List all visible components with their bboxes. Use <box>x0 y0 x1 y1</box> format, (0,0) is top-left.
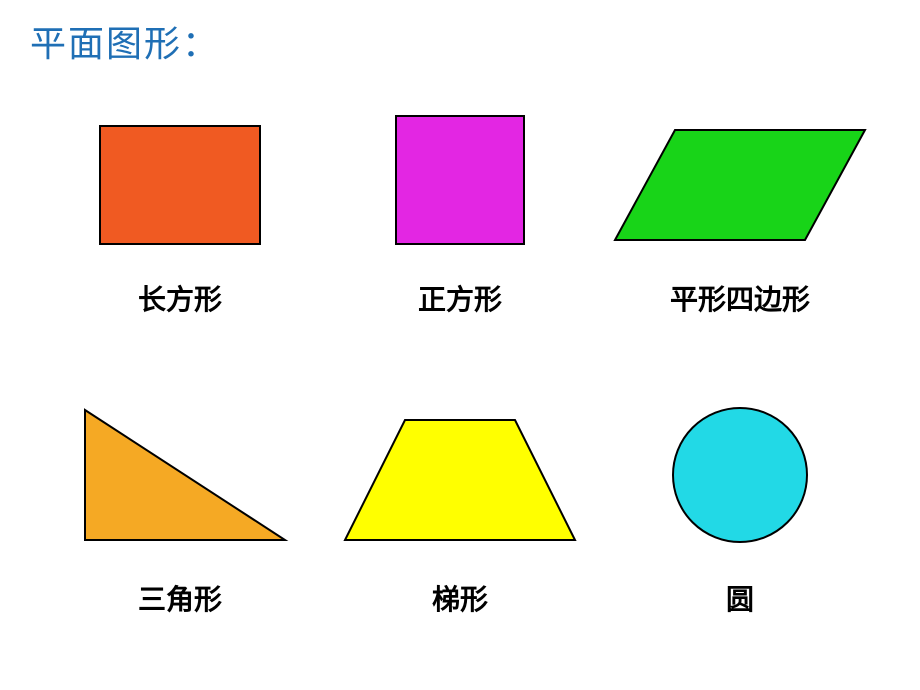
parallelogram-label: 平形四边形 <box>600 278 880 318</box>
shape-cell-rectangle: 长方形 <box>40 70 320 318</box>
rectangle-shape <box>40 70 320 250</box>
trapezoid-icon <box>335 410 585 550</box>
circle-label: 圆 <box>600 578 880 618</box>
square-label: 正方形 <box>320 278 600 318</box>
triangle-label: 三角形 <box>40 578 320 618</box>
shape-cell-trapezoid: 梯形 <box>320 370 600 618</box>
rectangle-icon <box>95 120 265 250</box>
shape-cell-square: 正方形 <box>320 70 600 318</box>
triangle-shape <box>40 370 320 550</box>
parallelogram-shape <box>600 70 880 250</box>
shape-cell-circle: 圆 <box>600 370 880 618</box>
triangle-icon <box>65 400 295 550</box>
rectangle-label: 长方形 <box>40 278 320 318</box>
page-title: 平面图形： <box>30 15 220 67</box>
canvas: 平面图形： 长方形 正方形 平形四边形 三 <box>0 0 920 690</box>
trapezoid-label: 梯形 <box>320 578 600 618</box>
shape-cell-parallelogram: 平形四边形 <box>600 70 880 318</box>
trapezoid-shape <box>320 370 600 550</box>
shape-cell-triangle: 三角形 <box>40 370 320 618</box>
circle-shape <box>600 370 880 550</box>
circle-icon <box>665 400 815 550</box>
square-icon <box>390 110 530 250</box>
square-shape <box>320 70 600 250</box>
parallelogram-icon <box>605 120 875 250</box>
